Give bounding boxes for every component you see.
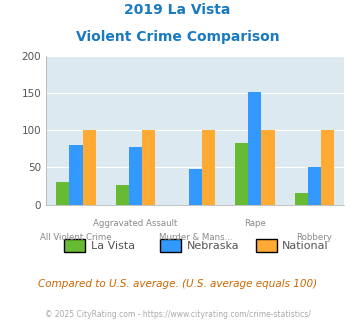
Text: 2019 La Vista: 2019 La Vista (124, 3, 231, 17)
Bar (295, 193, 308, 205)
Bar (189, 169, 202, 205)
Bar (202, 130, 215, 205)
Text: Violent Crime Comparison: Violent Crime Comparison (76, 30, 279, 44)
Text: Rape: Rape (244, 219, 266, 228)
Bar (142, 130, 155, 205)
Text: All Violent Crime: All Violent Crime (40, 233, 112, 242)
Text: Murder & Mans...: Murder & Mans... (158, 233, 232, 242)
Bar (308, 168, 321, 205)
Bar (129, 147, 142, 205)
Bar (321, 130, 334, 205)
Text: © 2025 CityRating.com - https://www.cityrating.com/crime-statistics/: © 2025 CityRating.com - https://www.city… (45, 310, 310, 319)
Bar (248, 92, 261, 205)
Bar (82, 130, 95, 205)
Bar (56, 182, 70, 205)
Text: Nebraska: Nebraska (186, 241, 239, 251)
Bar (235, 143, 248, 205)
Bar (261, 130, 274, 205)
Text: Robbery: Robbery (296, 233, 333, 242)
Bar (70, 145, 82, 205)
Text: Aggravated Assault: Aggravated Assault (93, 219, 178, 228)
Text: La Vista: La Vista (91, 241, 135, 251)
Text: Compared to U.S. average. (U.S. average equals 100): Compared to U.S. average. (U.S. average … (38, 279, 317, 289)
Bar (116, 184, 129, 205)
Text: National: National (282, 241, 329, 251)
